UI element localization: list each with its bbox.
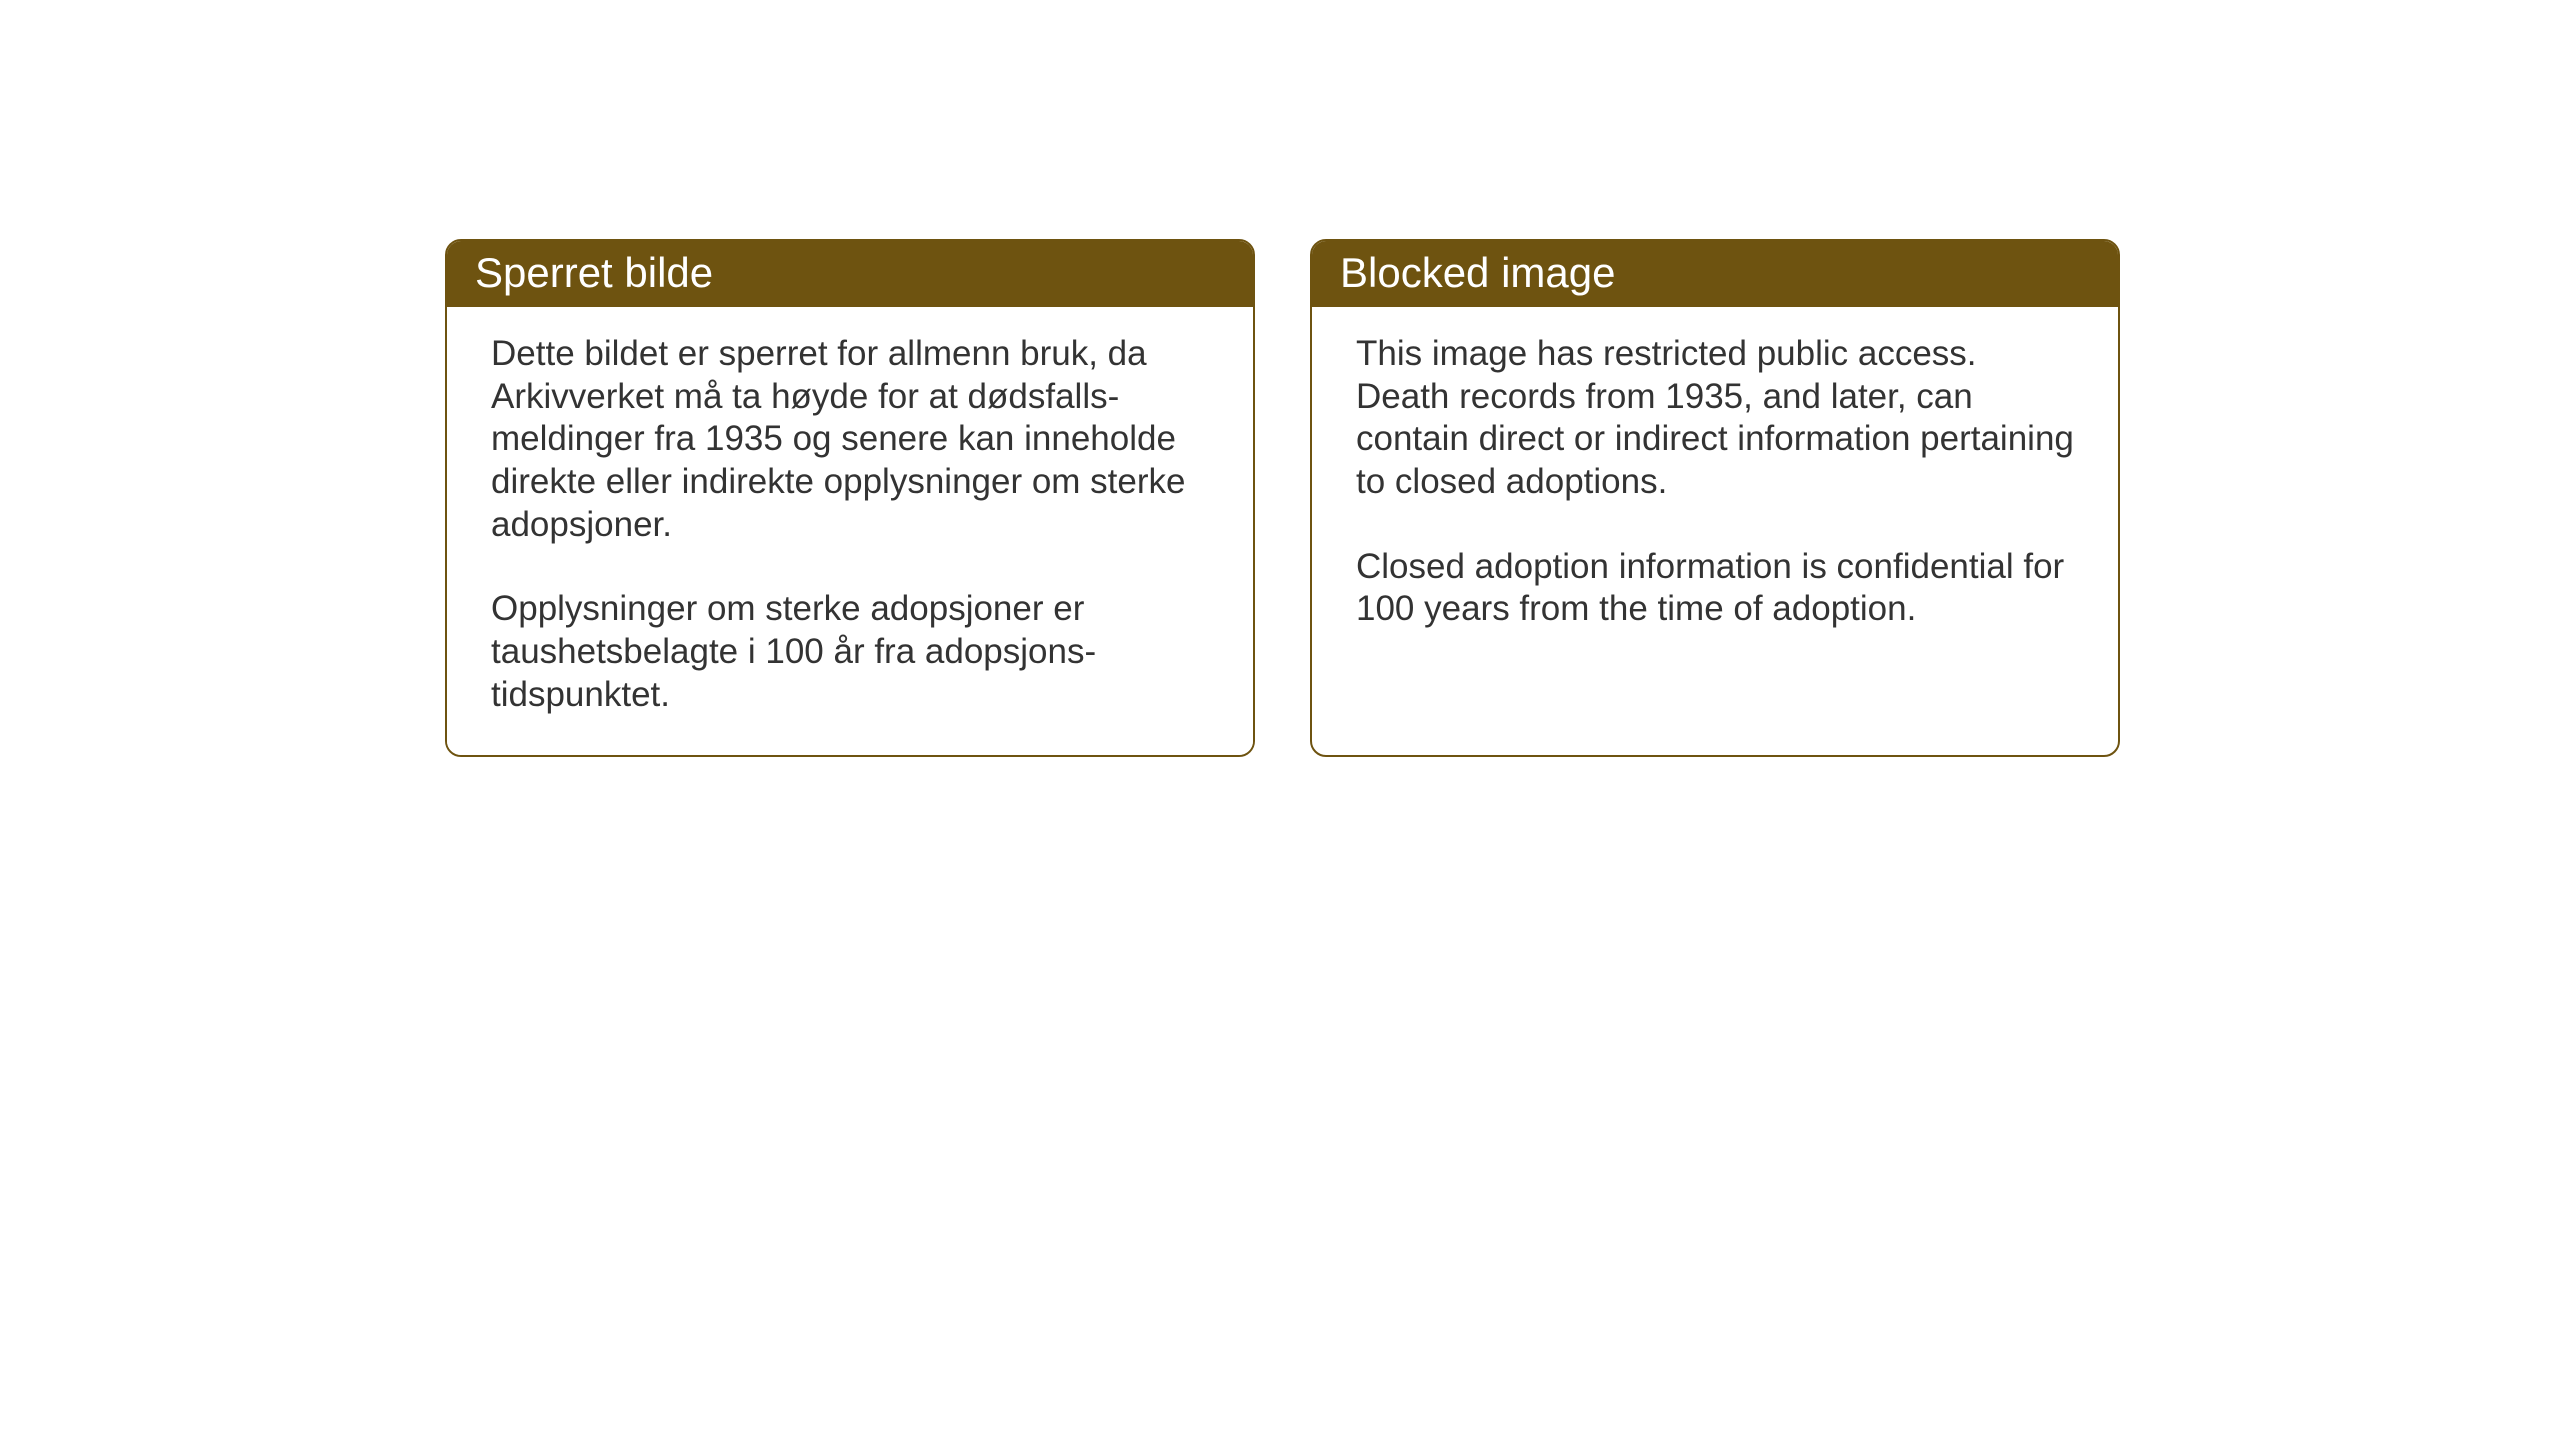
card-header-english: Blocked image — [1312, 241, 2118, 307]
card-title-english: Blocked image — [1340, 249, 1615, 296]
card-header-norwegian: Sperret bilde — [447, 241, 1253, 307]
notice-cards-container: Sperret bilde Dette bildet er sperret fo… — [445, 239, 2120, 757]
card-paragraph2-norwegian: Opplysninger om sterke adopsjoner er tau… — [491, 588, 1209, 716]
card-body-english: This image has restricted public access.… — [1312, 307, 2118, 669]
card-body-norwegian: Dette bildet er sperret for allmenn bruk… — [447, 307, 1253, 755]
card-paragraph1-norwegian: Dette bildet er sperret for allmenn bruk… — [491, 333, 1209, 546]
card-paragraph1-english: This image has restricted public access.… — [1356, 333, 2074, 504]
card-paragraph2-english: Closed adoption information is confident… — [1356, 546, 2074, 631]
notice-card-english: Blocked image This image has restricted … — [1310, 239, 2120, 757]
card-title-norwegian: Sperret bilde — [475, 249, 713, 296]
notice-card-norwegian: Sperret bilde Dette bildet er sperret fo… — [445, 239, 1255, 757]
